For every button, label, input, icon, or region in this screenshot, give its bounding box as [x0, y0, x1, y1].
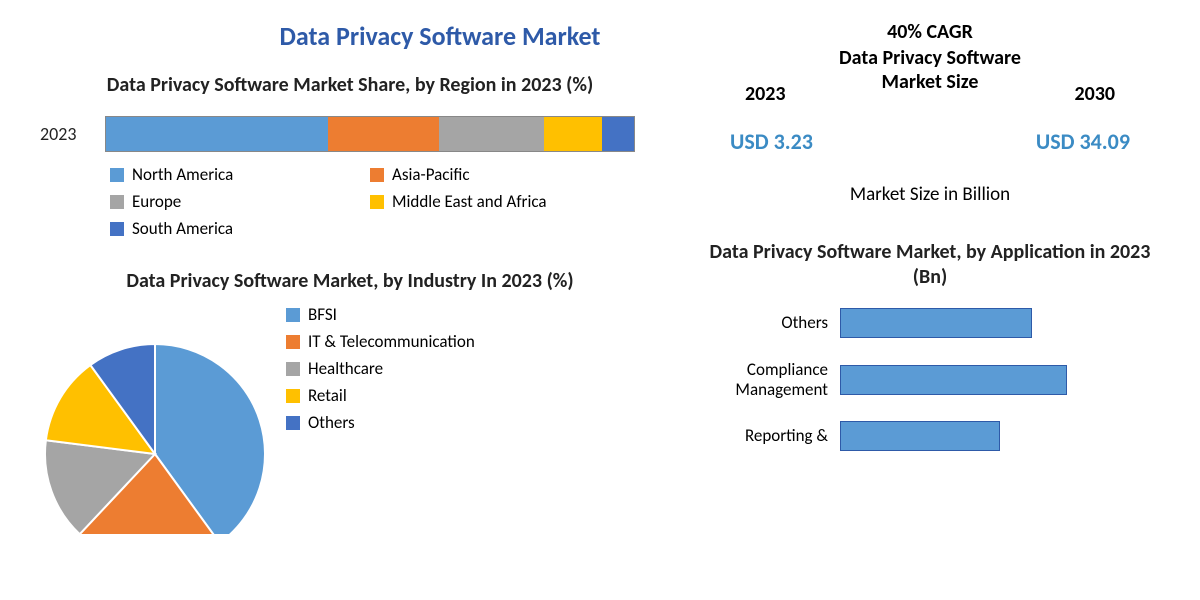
industry-chart: Data Privacy Software Market, by Industr…	[40, 269, 660, 539]
region-seg-middle-east-and-africa	[544, 117, 602, 151]
size-title: Data Privacy Software Market Size	[810, 46, 1050, 94]
legend-label: IT & Telecommunication	[308, 331, 475, 352]
application-bar-fill	[840, 365, 1067, 395]
application-bars: Others Compliance Management Reporting &	[700, 308, 1160, 451]
pie-svg	[40, 304, 270, 534]
legend-label: Healthcare	[308, 358, 383, 379]
application-bar-row: Others	[700, 308, 1160, 338]
size-year-right: 2030	[1074, 82, 1115, 106]
size-footer: Market Size in Billion	[700, 183, 1160, 206]
legend-swatch	[110, 168, 124, 182]
region-legend-item: North America	[110, 164, 340, 185]
legend-swatch	[286, 389, 300, 403]
legend-swatch	[370, 168, 384, 182]
region-legend-item: Middle East and Africa	[370, 191, 600, 212]
application-bar-track	[840, 421, 1160, 451]
region-seg-north-america	[106, 117, 328, 151]
application-chart: Data Privacy Software Market, by Applica…	[700, 240, 1160, 451]
region-legend: North America Asia-Pacific Europe Middle Ea…	[110, 164, 660, 239]
legend-label: South America	[132, 218, 233, 239]
legend-label: BFSI	[308, 304, 337, 325]
region-seg-europe	[439, 117, 545, 151]
region-legend-item: Europe	[110, 191, 340, 212]
industry-legend-item: Retail	[286, 385, 475, 406]
industry-legend-item: BFSI	[286, 304, 475, 325]
application-chart-title: Data Privacy Software Market, by Applica…	[700, 240, 1160, 290]
legend-swatch	[286, 308, 300, 322]
legend-swatch	[110, 222, 124, 236]
pie-wrap	[40, 304, 270, 539]
region-seg-south-america	[602, 117, 634, 151]
application-bar-track	[840, 308, 1160, 338]
size-value-right: USD 34.09	[1036, 128, 1130, 155]
application-bar-label: Reporting &	[700, 426, 840, 446]
region-chart-title: Data Privacy Software Market Share, by R…	[40, 73, 660, 98]
region-legend-item: Asia-Pacific	[370, 164, 600, 185]
region-year-label: 2023	[40, 123, 105, 145]
industry-legend-item: Healthcare	[286, 358, 475, 379]
industry-legend-item: IT & Telecommunication	[286, 331, 475, 352]
application-bar-fill	[840, 421, 1000, 451]
application-bar-label: Others	[700, 313, 840, 333]
legend-label: Middle East and Africa	[392, 191, 547, 212]
size-year-left: 2023	[745, 82, 786, 106]
right-column: 40% CAGR Data Privacy Software Market Si…	[700, 20, 1160, 473]
legend-label: Asia-Pacific	[392, 164, 470, 185]
application-bar-fill	[840, 308, 1032, 338]
legend-swatch	[286, 362, 300, 376]
application-bar-row: Compliance Management	[700, 360, 1160, 399]
region-chart: Data Privacy Software Market Share, by R…	[40, 73, 660, 239]
legend-label: Retail	[308, 385, 347, 406]
cagr-label: 40% CAGR	[700, 20, 1160, 44]
size-values-row: USD 3.23 USD 34.09	[700, 128, 1160, 155]
region-bar-row: 2023	[40, 116, 660, 152]
size-value-left: USD 3.23	[730, 128, 813, 155]
legend-swatch	[370, 195, 384, 209]
legend-label: North America	[132, 164, 233, 185]
industry-chart-title: Data Privacy Software Market, by Industr…	[40, 269, 660, 294]
region-seg-asia-pacific	[328, 117, 439, 151]
left-column: Data Privacy Software Market Share, by R…	[40, 65, 660, 539]
region-stacked-bar	[105, 116, 635, 152]
application-bar-label: Compliance Management	[700, 360, 840, 399]
legend-swatch	[286, 335, 300, 349]
region-legend-item: South America	[110, 218, 340, 239]
industry-legend: BFSI IT & Telecommunication Healthcare Reta…	[286, 304, 475, 539]
legend-label: Europe	[132, 191, 181, 212]
legend-swatch	[286, 416, 300, 430]
legend-swatch	[110, 195, 124, 209]
application-bar-row: Reporting &	[700, 421, 1160, 451]
market-size-panel: 40% CAGR Data Privacy Software Market Si…	[700, 20, 1160, 220]
industry-legend-item: Others	[286, 412, 475, 433]
legend-label: Others	[308, 412, 355, 433]
application-bar-track	[840, 365, 1160, 395]
